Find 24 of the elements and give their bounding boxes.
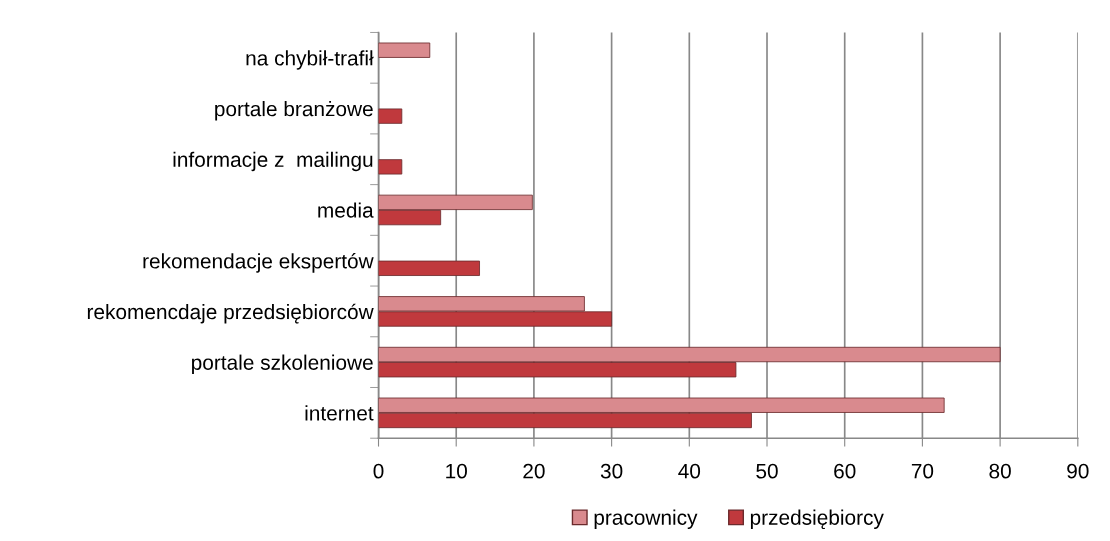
legend-label: pracownicy (594, 509, 698, 529)
y-tick-label: internet (305, 405, 374, 421)
x-tick-label: 10 (446, 463, 467, 479)
y-tick-label: rekomendacje ekspertów (143, 253, 374, 273)
x-tick-label: 40 (678, 463, 701, 479)
y-tick-label: portale branżowe (215, 100, 373, 121)
y-tick-label: media (318, 202, 374, 218)
bar (378, 108, 403, 124)
y-tick-label: na chybił-trafił (246, 50, 374, 70)
y-tick-label: portale szkoleniowe (192, 354, 373, 374)
y-tick-label: rekomencdaje przedsiębiorców (87, 303, 374, 324)
x-tick-label: 20 (523, 463, 545, 479)
bar (378, 42, 431, 58)
x-tick-label: 60 (834, 463, 856, 479)
bar (378, 159, 403, 175)
legend-label: przedsiębiorcy (750, 509, 884, 530)
bar (378, 260, 480, 276)
x-tick-label: 30 (600, 463, 623, 479)
x-tick-label: 0 (373, 463, 384, 479)
x-tick-label: 50 (756, 463, 778, 479)
x-tick-label: 70 (911, 463, 934, 479)
x-tick-label: 80 (989, 463, 1011, 479)
y-tick-label: informacje z mailingu (173, 151, 373, 172)
x-tick-label: 90 (1067, 463, 1089, 479)
